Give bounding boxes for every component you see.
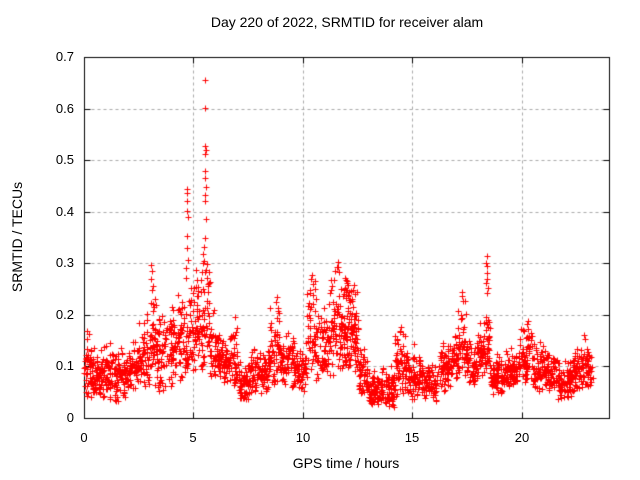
x-tick-label: 10: [295, 430, 311, 445]
y-axis-label: SRMTID / TECUs: [9, 181, 25, 293]
y-tick-label: 0.2: [55, 307, 74, 322]
y-tick-label: 0.5: [55, 152, 74, 167]
x-tick-label: 5: [189, 430, 197, 445]
x-tick-label: 20: [514, 430, 530, 445]
y-tick-label: 0.4: [55, 204, 74, 219]
y-tick-label: 0: [66, 410, 74, 425]
y-tick-label: 0.6: [55, 101, 74, 116]
x-axis-label: GPS time / hours: [292, 455, 400, 471]
chart-title: Day 220 of 2022, SRMTID for receiver ala…: [210, 14, 484, 30]
x-tick-label: 0: [80, 430, 88, 445]
x-tick-label: 15: [404, 430, 420, 445]
y-tick-label: 0.7: [55, 49, 74, 64]
y-tick-label: 0.1: [55, 358, 74, 373]
y-tick-label: 0.3: [55, 255, 74, 270]
